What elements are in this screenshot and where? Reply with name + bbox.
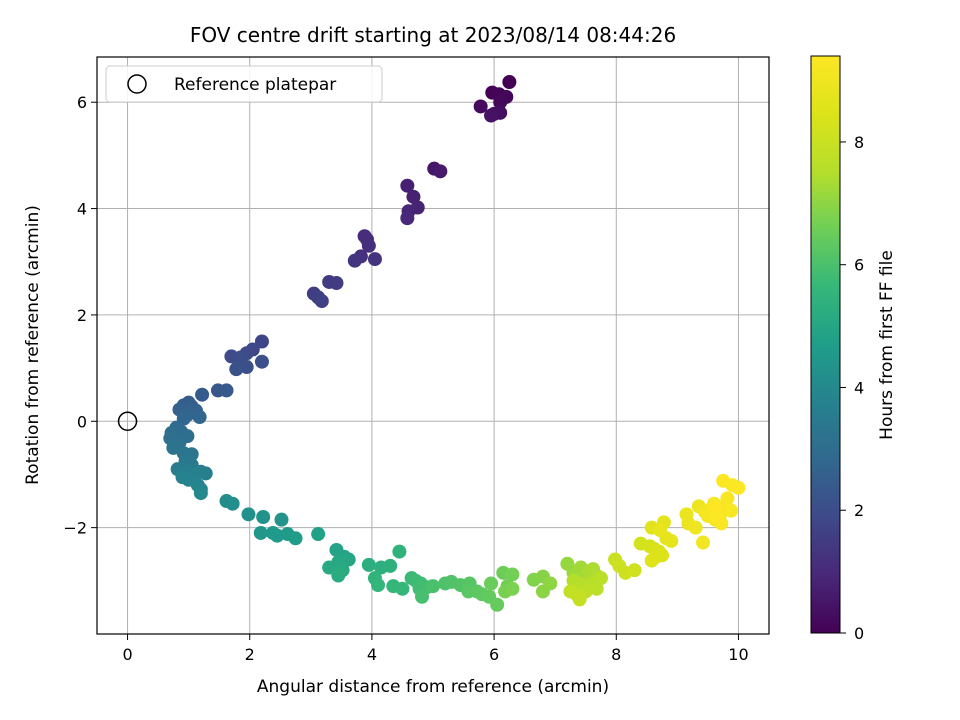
colorbar-tick-label: 6 (854, 256, 864, 275)
scatter-point (311, 527, 326, 542)
scatter-point (724, 503, 739, 518)
legend: Reference platepar (105, 65, 383, 103)
chart-title: FOV centre drift starting at 2023/08/14 … (190, 23, 676, 47)
scatter-point (198, 466, 213, 481)
colorbar-tick-label: 4 (854, 378, 864, 397)
scatter-point (383, 558, 398, 573)
scatter-point (288, 531, 303, 546)
scatter-point (543, 576, 558, 591)
scatter-point (473, 99, 488, 114)
scatter-point (688, 520, 703, 535)
scatter-point (502, 74, 517, 89)
y-tick-label: 0 (77, 412, 87, 431)
scatter-point (192, 410, 207, 425)
colorbar-tick-label: 0 (854, 624, 864, 643)
scatter-point (505, 581, 520, 596)
scatter-point (490, 597, 505, 612)
scatter-point (254, 354, 269, 369)
scatter-point (653, 523, 668, 538)
scatter-point (254, 334, 269, 349)
scatter-point (239, 360, 254, 375)
scatter-point (696, 535, 711, 550)
y-axis-ticks: −2 0 2 4 6 (63, 93, 97, 538)
scatter-point (347, 253, 362, 268)
plot-frame (96, 56, 770, 635)
y-tick-label: 4 (77, 200, 87, 219)
grid-lines (97, 57, 769, 634)
scatter-point (426, 579, 440, 594)
colorbar-tick-label: 8 (854, 133, 864, 152)
scatter-point (329, 276, 344, 291)
legend-entry-reference: Reference platepar (174, 75, 336, 95)
scatter-point (594, 571, 608, 586)
scatter-point (270, 528, 285, 543)
legend-marker-icon (127, 74, 147, 94)
colorbar-gradient (810, 55, 841, 634)
scatter-point (166, 440, 181, 455)
scatter-point (493, 95, 508, 110)
scatter-point (484, 576, 499, 591)
y-tick-label: −2 (63, 519, 87, 538)
scatter-point (361, 557, 376, 572)
scatter-point (720, 491, 735, 506)
data-points (163, 74, 746, 612)
colorbar: 0 2 4 6 8 Hours from first FF file (810, 55, 897, 643)
scatter-point (392, 544, 407, 559)
scatter-point (331, 568, 346, 583)
x-tick-label: 4 (367, 645, 377, 664)
x-tick-label: 8 (611, 645, 621, 664)
scatter-point (193, 486, 208, 501)
scatter-point (400, 178, 415, 193)
scatter-point (253, 525, 268, 540)
scatter-point (400, 211, 415, 226)
scatter-point (716, 473, 731, 488)
scatter-point (367, 252, 382, 267)
scatter-point (505, 567, 520, 582)
scatter-point (241, 507, 256, 522)
scatter-point (229, 362, 244, 377)
scatter-point (433, 164, 448, 179)
scatter-point (322, 560, 337, 575)
scatter-point (195, 387, 210, 402)
x-axis-label: Angular distance from reference (arcmin) (257, 677, 609, 697)
scatter-point (314, 294, 329, 309)
legend-box (105, 65, 383, 103)
scatter-point (644, 553, 659, 568)
scatter-point (415, 589, 430, 604)
scatter-point (572, 592, 587, 607)
y-axis-label: Rotation from reference (arcmin) (23, 205, 43, 485)
scatter-point (406, 189, 421, 204)
reference-point-marker (117, 411, 138, 432)
scatter-point (256, 510, 271, 525)
colorbar-ticks: 0 2 4 6 8 (840, 133, 864, 643)
x-tick-label: 0 (122, 645, 132, 664)
x-tick-label: 6 (489, 645, 499, 664)
scatter-point (664, 533, 679, 548)
y-tick-label: 6 (77, 93, 87, 112)
scatter-point (731, 480, 746, 495)
scatter-point (361, 238, 376, 253)
x-tick-label: 2 (245, 645, 255, 664)
scatter-point (710, 511, 725, 526)
x-axis-ticks: 0 2 4 6 8 10 (122, 634, 749, 664)
scatter-point (225, 496, 240, 511)
colorbar-tick-label: 2 (854, 501, 864, 520)
y-tick-label: 2 (77, 306, 87, 325)
scatter-point (627, 563, 642, 578)
colorbar-label: Hours from first FF file (877, 250, 897, 440)
scatter-point (484, 108, 499, 123)
scatter-point (395, 581, 410, 596)
scatter-point (708, 500, 723, 515)
scatter-point (563, 584, 578, 599)
scatter-point (219, 383, 234, 398)
scatter-point (274, 512, 289, 527)
scatter-point (589, 581, 604, 596)
x-tick-label: 10 (728, 645, 748, 664)
scatter-point (371, 578, 386, 593)
